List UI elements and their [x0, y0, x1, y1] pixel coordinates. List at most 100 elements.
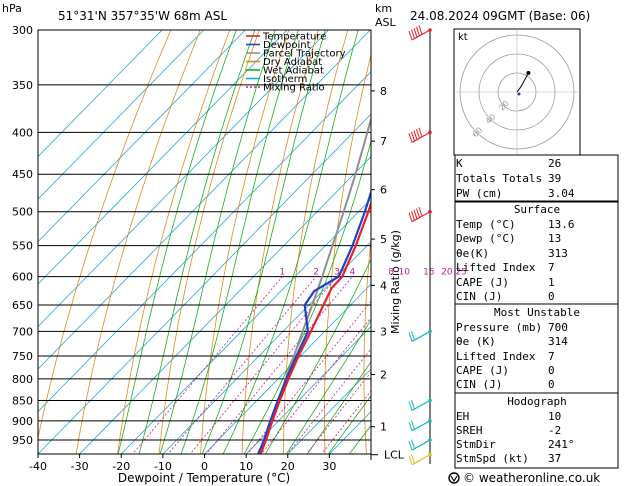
- km-tick-label: 1: [380, 421, 387, 434]
- row-value: 7: [548, 261, 555, 274]
- isotherm-line: [38, 30, 329, 328]
- asl-label: ASL: [375, 16, 397, 29]
- credit-text: © weatheronline.co.uk: [463, 471, 600, 485]
- surface-row: CAPE (J) 1: [456, 275, 555, 290]
- km-tick-label: 5: [380, 233, 387, 246]
- wind-barb-staff: [411, 29, 431, 41]
- wind-barb-flag: [416, 208, 420, 218]
- surface-row: CIN (J) 0: [456, 289, 555, 304]
- hpa-label: hPa: [2, 2, 22, 15]
- row-value: 700: [548, 321, 568, 334]
- date-label: 24.08.2024 09GMT (Base: 06): [410, 9, 590, 23]
- row-value: 1: [548, 276, 555, 289]
- mu-row: CAPE (J) 0: [456, 363, 555, 378]
- wind-barb-flag: [408, 401, 413, 411]
- surface-row: θe(K) 313: [456, 246, 568, 261]
- isotherm-line: [38, 30, 246, 243]
- row-label: Lifted Index: [456, 261, 536, 274]
- pressure-tick-label: 450: [12, 168, 33, 181]
- wind-barb-flag: [411, 330, 415, 341]
- wind-barb-flag: [411, 454, 415, 464]
- hodograph-end-dot: [526, 71, 531, 75]
- row-label: StmDir: [456, 438, 496, 451]
- pressure-tick-label: 650: [12, 299, 33, 312]
- legend-label: Dry Adiabat: [263, 57, 322, 68]
- wind-barb-flag: [408, 212, 413, 222]
- km-tick-label: 3: [380, 325, 387, 338]
- hodograph-storm-dot: [517, 92, 521, 96]
- pressure-tick-label: 550: [12, 240, 33, 253]
- wind-barb-flag: [418, 206, 423, 217]
- x-tick-label: 30: [322, 460, 336, 473]
- wind-barb-flag: [411, 420, 415, 430]
- wind-barb-flag: [411, 211, 415, 221]
- pressure-tick-label: 300: [12, 24, 33, 37]
- index-value: 26: [548, 157, 562, 170]
- mixing-ratio-label: 3: [334, 268, 340, 278]
- km-label: km: [375, 2, 392, 15]
- x-axis-label: Dewpoint / Temperature (°C): [118, 471, 290, 485]
- wind-barb-flag: [411, 131, 415, 142]
- wet-adiabat-line: [264, 258, 371, 454]
- isotherm-line: [245, 325, 371, 454]
- isotherm-line: [79, 156, 371, 454]
- pressure-tick-label: 950: [12, 434, 33, 447]
- wind-barb-flag: [408, 332, 413, 342]
- km-tick-label: 2: [380, 368, 387, 381]
- index-value: 3.04: [548, 187, 575, 200]
- wind-barb-staff: [411, 439, 431, 451]
- hodograph-kt-label: kt: [458, 32, 468, 43]
- wind-barb: [408, 438, 432, 451]
- row-label: Lifted Index: [456, 350, 536, 363]
- row-label: SREH: [456, 424, 483, 437]
- mu-row: CIN (J) 0: [456, 377, 555, 392]
- wind-barb-flag: [408, 421, 413, 431]
- legend-label: Mixing Ratio: [263, 83, 325, 94]
- row-label: CAPE (J): [456, 276, 509, 289]
- row-value: 314: [548, 335, 568, 348]
- hodo-row: StmDir 241°: [456, 437, 575, 452]
- legend-label: Isotherm: [263, 74, 307, 85]
- row-value: 13.6: [548, 218, 575, 231]
- index-row-k: K 26: [456, 156, 561, 171]
- pressure-tick-label: 400: [12, 126, 33, 139]
- mixing-ratio-label: 8: [388, 268, 394, 278]
- row-value: 7: [548, 350, 555, 363]
- mixing-ratio-axis-label: Mixing Ratio (g/kg): [389, 230, 402, 334]
- x-tick-label: -20: [112, 460, 130, 473]
- dry-adiabat-line: [38, 30, 172, 440]
- pressure-tick-label: 850: [12, 394, 33, 407]
- wind-barb-staff: [411, 211, 431, 223]
- row-value: 313: [548, 247, 568, 260]
- row-label: Temp (°C): [456, 218, 516, 231]
- hodo-row: StmSpd (kt) 37: [456, 451, 561, 466]
- wet-adiabat-line: [222, 30, 359, 454]
- isotherm-line: [38, 30, 288, 285]
- mixing-ratio-label: 20: [441, 268, 453, 278]
- index-row-totals: Totals Totals 39: [456, 171, 561, 186]
- mixing-ratio-label: 15: [423, 268, 434, 278]
- x-tick-label: 10: [239, 460, 253, 473]
- index-value: 39: [548, 172, 562, 185]
- wind-barb: [408, 398, 432, 412]
- row-label: θe(K): [456, 247, 490, 260]
- legend-label: Dewpoint: [263, 40, 311, 51]
- pressure-tick-label: 500: [12, 206, 33, 219]
- wind-barb: [408, 419, 432, 432]
- km-tick-label: 7: [380, 135, 387, 148]
- pressure-tick-label: 700: [12, 325, 33, 338]
- wind-barb-flag: [411, 439, 415, 449]
- row-value: 37: [548, 452, 562, 465]
- wet-adiabat-line: [285, 318, 371, 454]
- km-tick-label: 6: [380, 184, 387, 197]
- x-tick-label: -10: [154, 460, 172, 473]
- wind-barb-staff: [411, 131, 431, 143]
- x-tick-label: 0: [201, 460, 208, 473]
- location-label: 51°31'N 357°35'W 68m ASL: [58, 9, 227, 23]
- weatheronline-logo-icon: [448, 472, 460, 484]
- wind-barb-flag: [411, 399, 415, 410]
- wind-barb: [408, 127, 432, 143]
- x-tick-label: 20: [281, 460, 295, 473]
